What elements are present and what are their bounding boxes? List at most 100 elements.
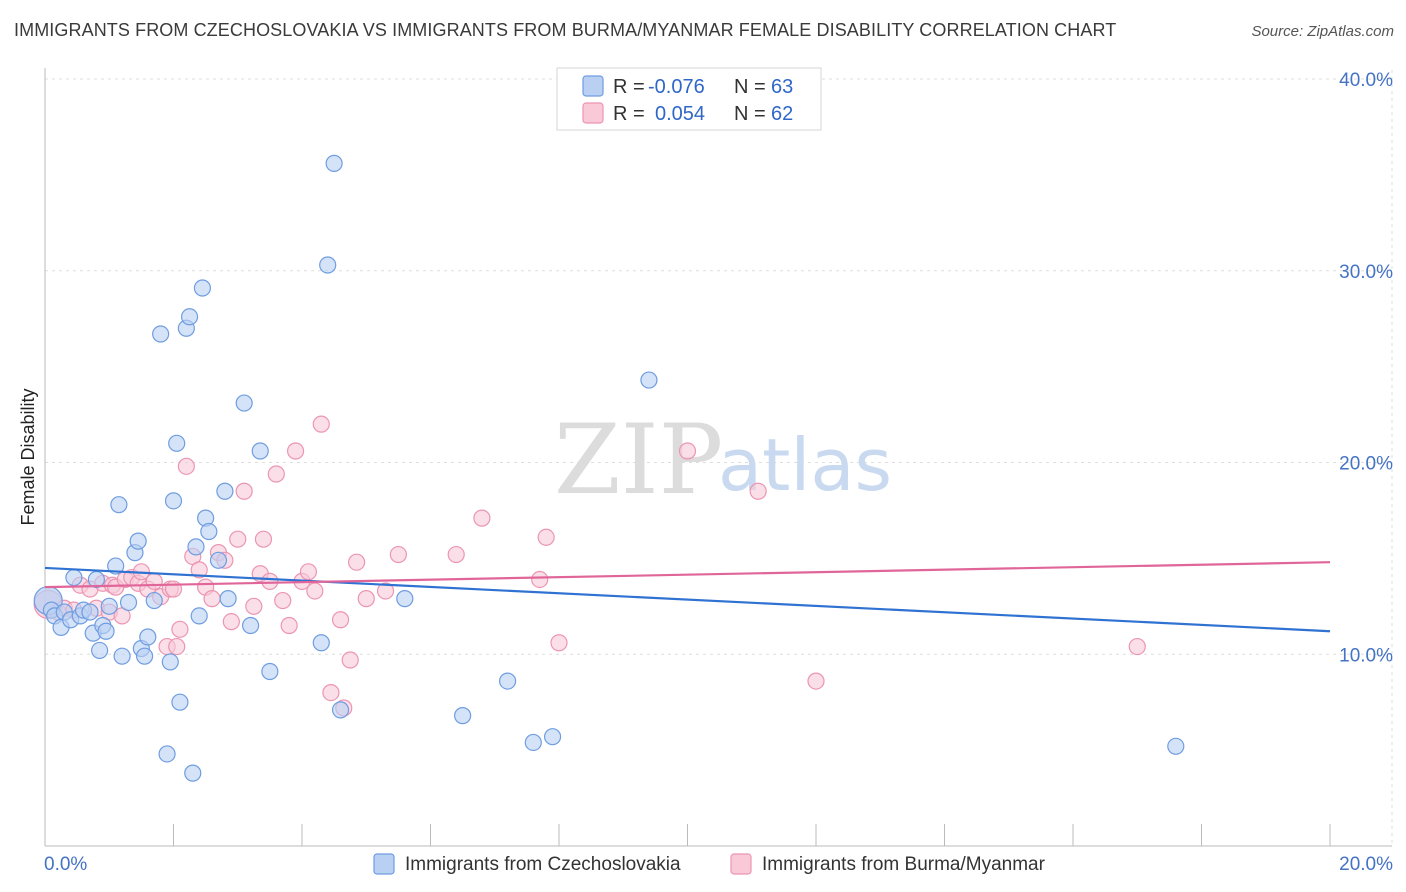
point-burma <box>306 582 324 600</box>
point-czechoslovakia <box>235 394 253 412</box>
point-czechoslovakia <box>242 616 260 635</box>
point-czechoslovakia <box>145 591 163 610</box>
point-burma <box>531 570 549 589</box>
point-czechoslovakia <box>129 532 147 550</box>
point-czechoslovakia <box>65 568 83 587</box>
series-legend: Immigrants from Czechoslovakia Immigrant… <box>373 853 1046 875</box>
point-burma <box>203 590 221 608</box>
series-legend-swatch-czechoslovakia <box>373 853 395 875</box>
trend-line-burma <box>44 561 1331 589</box>
point-burma <box>274 591 292 610</box>
y-tick-label: 40.0% <box>1339 70 1393 91</box>
point-burma <box>261 572 279 590</box>
point-burma <box>267 465 285 483</box>
point-burma <box>254 530 273 548</box>
point-czechoslovakia <box>91 641 109 660</box>
point-czechoslovakia <box>524 733 542 752</box>
point-burma <box>322 683 340 702</box>
chart-source: Source: ZipAtlas.com <box>1251 23 1394 40</box>
point-burma <box>145 572 163 590</box>
point-burma <box>348 553 366 571</box>
point-czechoslovakia <box>168 434 186 452</box>
legend-swatch-czechoslovakia <box>582 75 604 97</box>
y-tick-label: 20.0% <box>1339 454 1393 475</box>
data-points <box>33 154 1185 782</box>
legend-n-label: N = <box>734 103 766 125</box>
legend-n-label: N = <box>734 76 766 98</box>
point-burma <box>341 651 359 669</box>
point-czechoslovakia <box>184 764 202 782</box>
point-burma <box>286 442 305 460</box>
point-czechoslovakia <box>158 745 176 763</box>
point-czechoslovakia <box>164 492 183 510</box>
point-czechoslovakia <box>640 371 658 389</box>
chart-title: IMMIGRANTS FROM CZECHOSLOVAKIA VS IMMIGR… <box>14 20 1117 40</box>
series-legend-label-burma: Immigrants from Burma/Myanmar <box>762 854 1046 875</box>
point-czechoslovakia <box>319 256 337 274</box>
grid-lines <box>45 70 1393 846</box>
watermark-zip: ZIP <box>554 404 723 516</box>
point-czechoslovakia <box>209 551 228 569</box>
point-czechoslovakia <box>187 538 205 556</box>
point-burma <box>190 561 208 579</box>
point-burma <box>447 545 465 564</box>
trend-lines <box>44 561 1331 633</box>
point-czechoslovakia <box>139 628 157 646</box>
x-tick-label: 20.0% <box>1339 854 1393 875</box>
x-tick-label: 0.0% <box>44 854 87 875</box>
point-czechoslovakia <box>1167 737 1185 755</box>
legend-r-label: R = <box>613 103 645 125</box>
legend-n-value: 63 <box>771 76 793 98</box>
point-czechoslovakia <box>193 279 212 297</box>
point-burma <box>1128 637 1146 656</box>
point-czechoslovakia <box>171 693 189 711</box>
y-tick-label: 10.0% <box>1339 645 1393 666</box>
axes <box>44 68 1392 847</box>
legend-r-label: R = <box>613 76 645 98</box>
series-legend-swatch-burma <box>730 853 752 875</box>
point-czechoslovakia <box>216 482 234 500</box>
point-czechoslovakia <box>135 647 154 665</box>
watermark: ZIP atlas <box>554 404 892 516</box>
legend-r-value: -0.076 <box>648 76 705 98</box>
point-burma <box>245 597 263 615</box>
point-burma <box>473 509 491 527</box>
point-burma <box>389 545 407 564</box>
legend-r-value: 0.054 <box>655 103 705 125</box>
point-burma <box>171 620 189 638</box>
point-burma <box>376 582 395 600</box>
point-burma <box>678 442 697 460</box>
point-czechoslovakia <box>161 653 179 671</box>
point-burma <box>299 563 318 581</box>
point-czechoslovakia <box>251 442 269 460</box>
point-burma <box>229 530 247 548</box>
point-czechoslovakia <box>81 603 99 621</box>
point-czechoslovakia <box>325 154 343 172</box>
point-czechoslovakia <box>97 622 115 640</box>
trend-line-czechoslovakia <box>44 566 1331 633</box>
point-burma <box>357 590 375 608</box>
point-czechoslovakia <box>499 672 517 690</box>
point-czechoslovakia <box>454 707 472 725</box>
point-burma <box>312 415 330 433</box>
point-czechoslovakia <box>113 647 131 665</box>
point-czechoslovakia <box>119 593 138 612</box>
point-czechoslovakia <box>543 728 562 746</box>
legend-n-value: 62 <box>771 103 793 125</box>
point-czechoslovakia <box>100 597 118 615</box>
point-czechoslovakia <box>219 590 237 608</box>
point-czechoslovakia <box>152 325 170 343</box>
point-czechoslovakia <box>261 662 279 681</box>
point-czechoslovakia <box>180 308 199 326</box>
legend-swatch-burma <box>582 102 604 124</box>
point-czechoslovakia <box>200 522 218 541</box>
point-burma <box>168 637 186 656</box>
point-burma <box>807 672 825 690</box>
point-burma <box>749 482 767 500</box>
point-burma <box>537 528 555 546</box>
stats-legend: R = -0.076 N = 63 R = 0.054 N = 62 <box>556 67 822 131</box>
y-tick-label: 30.0% <box>1339 262 1393 283</box>
tick-labels: 10.0% 20.0% 30.0% 40.0% 0.0% 20.0% <box>44 70 1393 875</box>
point-czechoslovakia <box>110 496 128 514</box>
